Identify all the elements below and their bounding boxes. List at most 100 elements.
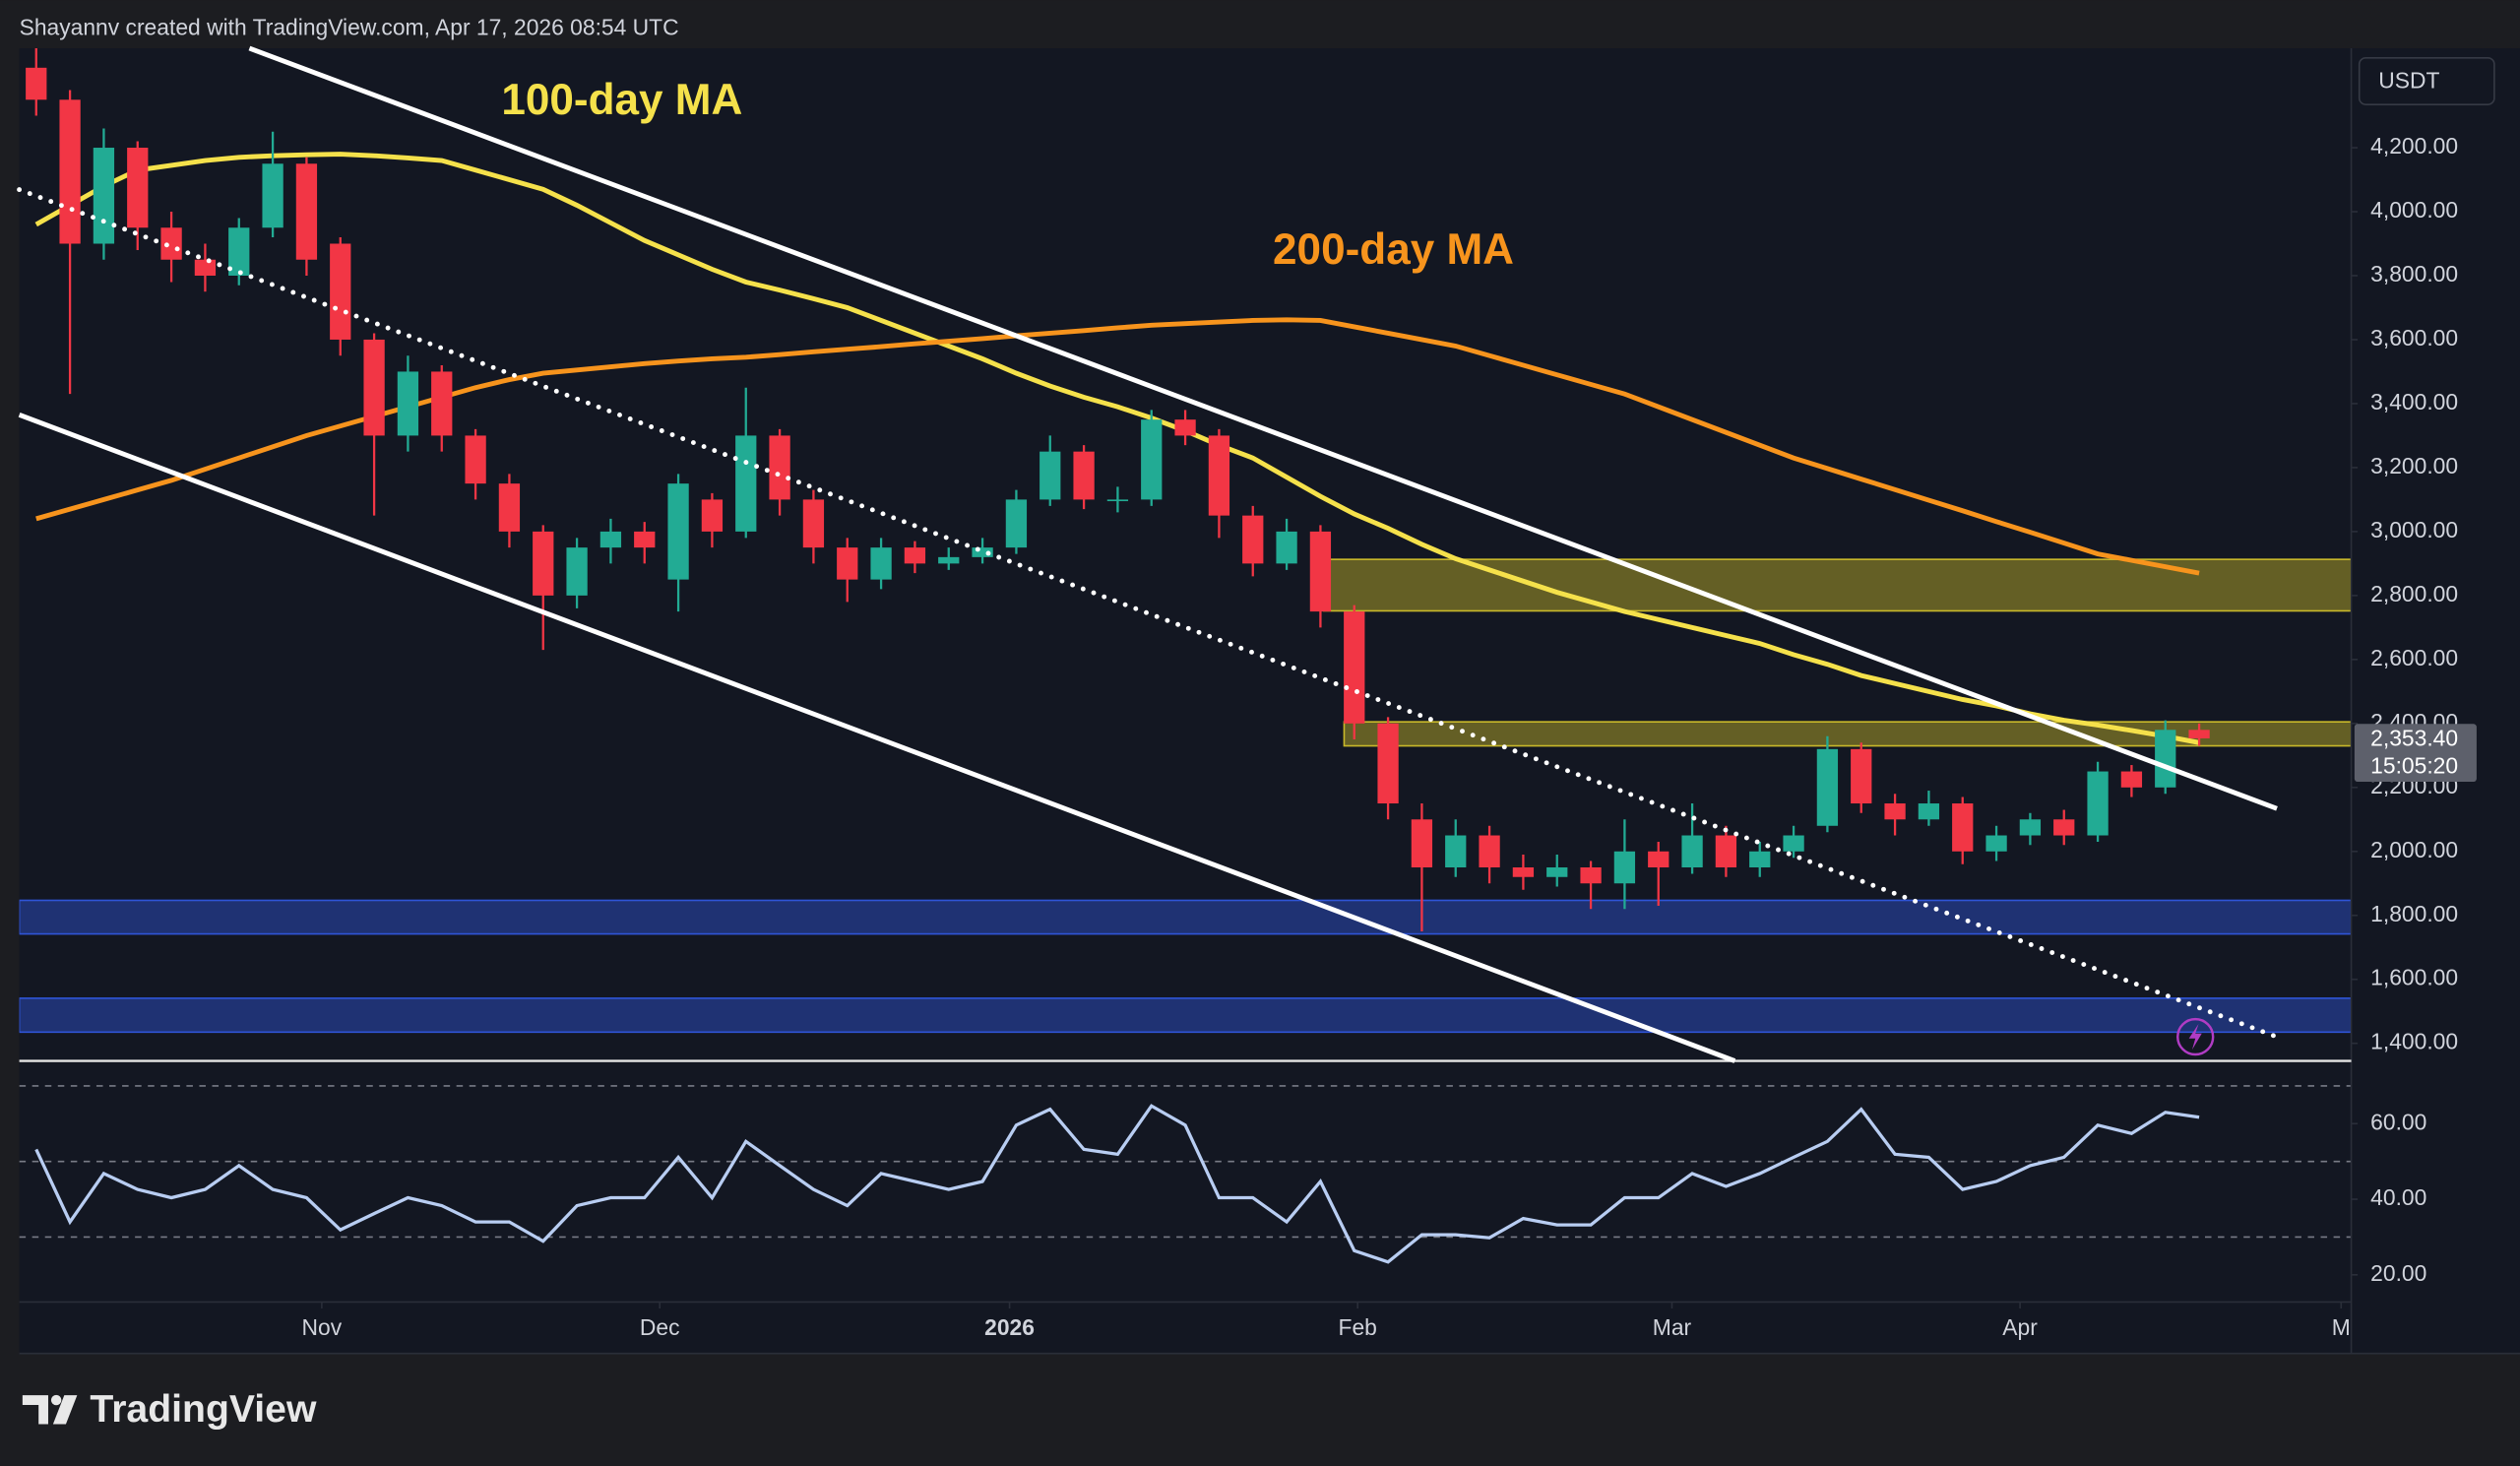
candle-body bbox=[1884, 803, 1906, 820]
price-pane bbox=[19, 47, 2352, 1034]
logo-text: TradingView bbox=[90, 1388, 317, 1431]
candle-body bbox=[904, 547, 926, 564]
candle-body bbox=[1580, 867, 1602, 884]
candle-body bbox=[498, 483, 521, 532]
candle-body bbox=[735, 435, 757, 532]
currency-label[interactable]: USDT bbox=[2378, 67, 2439, 93]
ma-annotation: 100-day MA bbox=[501, 76, 742, 124]
rsi-y-tick-label: 40.00 bbox=[2370, 1184, 2426, 1210]
candle-body bbox=[330, 243, 351, 340]
candle-body bbox=[160, 227, 182, 260]
candle-body bbox=[262, 163, 284, 228]
candle-body bbox=[634, 531, 656, 548]
candle-body bbox=[2188, 730, 2210, 738]
y-tick-label: 3,600.00 bbox=[2370, 325, 2458, 351]
x-tick-label: Apr bbox=[2002, 1314, 2038, 1340]
y-tick-label: 3,200.00 bbox=[2370, 453, 2458, 478]
rsi-pane bbox=[19, 1085, 2352, 1264]
candle-body bbox=[1546, 867, 1568, 877]
currency-button[interactable] bbox=[2358, 56, 2495, 105]
candle-body bbox=[1141, 419, 1163, 500]
moving-average-line bbox=[35, 317, 2200, 576]
last-price-label: 2,353.40 bbox=[2370, 726, 2458, 751]
candle-body bbox=[2087, 771, 2109, 836]
y-tick-label: 3,000.00 bbox=[2370, 517, 2458, 542]
logo-mark bbox=[22, 1394, 78, 1425]
candle-body bbox=[26, 67, 47, 100]
candle-body bbox=[1377, 723, 1399, 804]
trendline bbox=[18, 413, 1736, 1063]
candle-body bbox=[1344, 611, 1365, 724]
y-tick-label: 1,600.00 bbox=[2370, 965, 2458, 990]
ma-annotation: 200-day MA bbox=[1273, 225, 1514, 274]
candle-body bbox=[1681, 835, 1703, 868]
candle-body bbox=[1309, 531, 1332, 612]
y-tick-label: 2,800.00 bbox=[2370, 581, 2458, 606]
candle-body bbox=[972, 547, 993, 557]
candle-body bbox=[769, 435, 790, 500]
x-tick-label: Nov bbox=[302, 1314, 343, 1340]
candle-body bbox=[1174, 419, 1196, 436]
y-tick-label: 3,400.00 bbox=[2370, 389, 2458, 414]
candle-body bbox=[1276, 531, 1297, 564]
candle-body bbox=[397, 371, 419, 436]
y-tick-label: 1,400.00 bbox=[2370, 1029, 2458, 1054]
y-tick-label: 2,000.00 bbox=[2370, 837, 2458, 862]
x-tick-label: M bbox=[2332, 1314, 2351, 1340]
rsi-y-tick-label: 60.00 bbox=[2370, 1109, 2426, 1134]
candle-body bbox=[431, 371, 453, 436]
candle-body bbox=[533, 531, 554, 596]
candle-body bbox=[465, 435, 486, 484]
candle-body bbox=[1648, 851, 1670, 868]
candle-body bbox=[2155, 730, 2176, 788]
candle-body bbox=[1005, 499, 1028, 548]
x-tick-label: Feb bbox=[1338, 1314, 1376, 1340]
y-tick-label: 4,200.00 bbox=[2370, 133, 2458, 159]
x-tick-label: Mar bbox=[1653, 1314, 1692, 1340]
candle-body bbox=[1715, 835, 1737, 868]
candle-body bbox=[2120, 771, 2143, 788]
last-price-tag bbox=[2354, 724, 2477, 783]
candle-body bbox=[938, 556, 960, 564]
candle-body bbox=[566, 547, 588, 596]
candle-body bbox=[295, 163, 318, 260]
candle-body bbox=[1411, 819, 1433, 868]
candle-body bbox=[837, 547, 858, 580]
y-tick-label: 3,800.00 bbox=[2370, 261, 2458, 287]
candle-body bbox=[1851, 748, 1872, 804]
candle-body bbox=[1783, 835, 1804, 852]
candle-body bbox=[1749, 851, 1771, 868]
x-tick-label: Dec bbox=[640, 1314, 680, 1340]
candle-body bbox=[2019, 819, 2042, 836]
alert-icon bbox=[2176, 1017, 2215, 1056]
candle-body bbox=[802, 499, 825, 548]
candle-body bbox=[1613, 851, 1636, 884]
axes: 1,400.001,600.001,800.002,000.002,200.00… bbox=[302, 133, 2477, 1340]
candle-body bbox=[870, 547, 892, 580]
moving-average-line bbox=[34, 152, 2200, 745]
y-tick-label: 1,800.00 bbox=[2370, 901, 2458, 926]
y-tick-label: 2,600.00 bbox=[2370, 645, 2458, 670]
trendline bbox=[17, 187, 2280, 1040]
trendline bbox=[248, 45, 2278, 811]
zone bbox=[19, 899, 2352, 935]
header-text: Shayannv created with TradingView.com, A… bbox=[20, 14, 679, 39]
x-tick-label: 2026 bbox=[984, 1314, 1035, 1340]
candle-body bbox=[59, 99, 81, 244]
candle-body bbox=[127, 148, 149, 228]
candle-body bbox=[1040, 451, 1061, 500]
rsi-y-tick-label: 20.00 bbox=[2370, 1260, 2426, 1286]
y-tick-label: 4,000.00 bbox=[2370, 197, 2458, 223]
chart-area bbox=[19, 47, 2520, 1354]
candle-body bbox=[599, 531, 622, 548]
candle-body bbox=[228, 227, 250, 276]
candle-body bbox=[194, 259, 217, 276]
candle-body bbox=[1106, 499, 1129, 502]
countdown: 15:05:20 bbox=[2370, 752, 2458, 778]
candle-body bbox=[1985, 835, 2007, 852]
candle-body bbox=[701, 499, 724, 532]
candle-body bbox=[1208, 435, 1230, 516]
candle-body bbox=[1816, 748, 1839, 826]
